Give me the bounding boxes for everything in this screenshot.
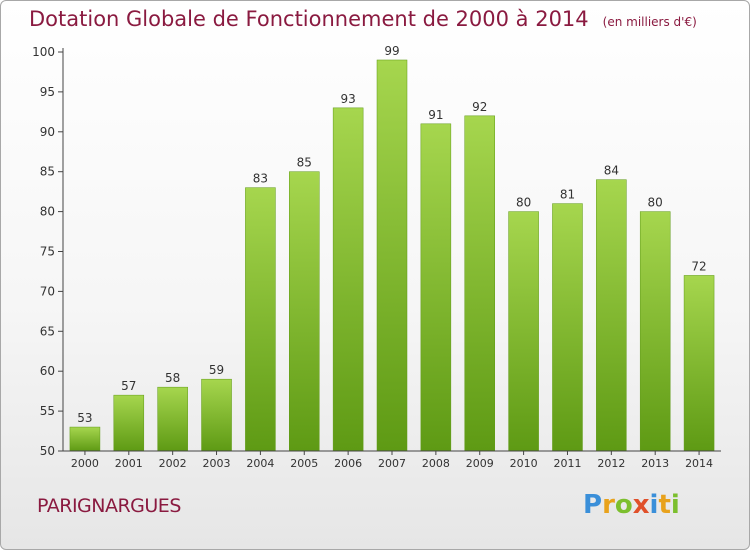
bar-2004 [245, 187, 276, 452]
bar-2001 [113, 394, 145, 452]
data-label: 92 [472, 100, 487, 114]
x-tick-label: 2007 [378, 457, 406, 470]
brand-letter: x [632, 490, 650, 520]
y-tick-label: 80 [40, 205, 55, 219]
bar-2014 [683, 275, 715, 452]
brand-letter: t [658, 490, 671, 520]
x-tick-label: 2011 [553, 457, 581, 470]
data-label: 58 [165, 371, 180, 385]
y-tick-label: 100 [32, 45, 55, 59]
y-tick-label: 85 [40, 165, 55, 179]
y-tick-label: 60 [40, 364, 55, 378]
chart-subtitle: (en milliers d'€) [602, 15, 697, 29]
bar-2013 [639, 211, 671, 452]
data-label: 80 [516, 196, 531, 210]
y-tick-label: 65 [40, 324, 55, 338]
x-tick-label: 2012 [597, 457, 625, 470]
x-tick-label: 2001 [115, 457, 143, 470]
x-tick-label: 2010 [510, 457, 538, 470]
data-label: 93 [340, 92, 355, 106]
x-tick-label: 2008 [422, 457, 450, 470]
y-axis: 50 55 60 65 70 75 80 85 90 95 100 [32, 45, 64, 458]
bars: 53 57 58 59 83 85 93 99 91 92 80 81 84 80 72 [69, 44, 715, 452]
data-label: 57 [121, 379, 136, 393]
bar-2009 [464, 115, 495, 452]
x-axis: 2000 2001 2002 2003 2004 2005 2006 2007 2008 2009… [63, 450, 721, 470]
brand-letter: P [583, 490, 603, 520]
y-tick-label: 50 [40, 444, 55, 458]
x-tick-label: 2000 [71, 457, 99, 470]
bar-2010 [508, 211, 539, 452]
x-tick-label: 2002 [159, 457, 187, 470]
x-tick-label: 2009 [466, 457, 494, 470]
y-tick-label: 55 [40, 404, 55, 418]
bar-2007 [376, 59, 408, 452]
bar-2000 [69, 426, 101, 452]
bar-2011 [552, 203, 583, 452]
chart-title: Dotation Globale de Fonctionnement de 20… [29, 7, 589, 31]
x-tick-label: 2013 [641, 457, 669, 470]
x-tick-label: 2006 [334, 457, 362, 470]
y-tick-label: 95 [40, 85, 55, 99]
data-label: 80 [648, 196, 663, 210]
bar-2008 [420, 123, 452, 452]
x-tick-label: 2003 [203, 457, 231, 470]
data-label: 83 [253, 172, 268, 186]
data-label: 53 [77, 411, 92, 425]
data-label: 91 [428, 108, 443, 122]
chart-title-line: Dotation Globale de Fonctionnement de 20… [29, 7, 697, 31]
brand-letter: i [649, 490, 659, 520]
data-label: 59 [209, 363, 224, 377]
bar-2005 [289, 171, 320, 452]
bar-2003 [201, 378, 232, 452]
data-label: 84 [604, 164, 619, 178]
data-label: 99 [384, 44, 399, 58]
x-tick-label: 2014 [685, 457, 713, 470]
y-tick-label: 90 [40, 125, 55, 139]
x-tick-label: 2005 [290, 457, 318, 470]
proxiti-logo: Proxiti [583, 490, 680, 520]
commune-name: PARIGNARGUES [37, 495, 181, 517]
bar-2012 [596, 179, 627, 452]
bar-2002 [157, 386, 188, 452]
x-tick-label: 2004 [246, 457, 274, 470]
data-label: 85 [297, 156, 312, 170]
bar-2006 [332, 107, 364, 452]
data-label: 72 [691, 259, 706, 273]
y-tick-label: 75 [40, 245, 55, 259]
brand-letter: o [614, 490, 633, 520]
data-label: 81 [560, 188, 575, 202]
brand-letter: r [602, 490, 615, 520]
y-tick-label: 70 [40, 284, 55, 298]
brand-letter: i [670, 490, 680, 520]
